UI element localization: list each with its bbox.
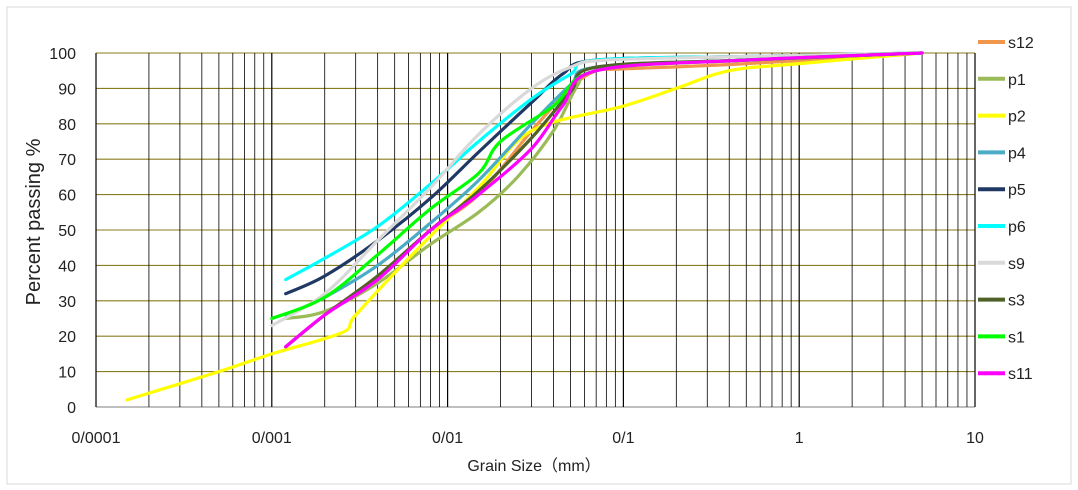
- chart-border: [6, 6, 1072, 485]
- y-tick-label: 50: [58, 223, 76, 240]
- legend-label: p5: [1008, 182, 1026, 199]
- x-tick-labels: 0/0001 0/001 0/01 0/1 1 10: [72, 430, 984, 447]
- legend: s12 p1 p2 p4 p5 p6 s9 s3 s1 s11: [978, 35, 1034, 383]
- legend-label: s1: [1008, 329, 1025, 346]
- series-layer: [125, 51, 924, 402]
- series-line-s1: [270, 51, 924, 321]
- x-tick-label: 0/001: [252, 430, 292, 447]
- legend-label: p6: [1008, 219, 1026, 236]
- legend-label: p1: [1008, 72, 1026, 89]
- x-tick-label: 0/0001: [72, 430, 121, 447]
- x-tick-label: 0/01: [432, 430, 463, 447]
- series-line-p6: [284, 51, 924, 282]
- legend-label: s11: [1008, 366, 1033, 383]
- y-tick-label: 20: [58, 329, 76, 346]
- x-axis-title: Grain Size（mm）: [467, 457, 600, 475]
- series-line-s11: [284, 51, 924, 349]
- series-line-p2: [125, 51, 924, 402]
- y-tick-label: 70: [58, 152, 76, 169]
- legend-label: p2: [1008, 109, 1026, 126]
- legend-label: s12: [1008, 35, 1034, 52]
- y-tick-label: 10: [58, 365, 76, 382]
- series-line-s3: [284, 51, 924, 349]
- y-tick-labels: 0 10 20 30 40 50 60 70 80 90 100: [49, 46, 76, 417]
- series-line-s9: [270, 51, 924, 328]
- series-line-p5: [284, 51, 924, 296]
- legend-label: s9: [1008, 256, 1025, 273]
- y-tick-label: 0: [67, 400, 76, 417]
- y-axis-title: Percent passing %: [23, 138, 45, 305]
- x-tick-label: 10: [966, 430, 984, 447]
- y-tick-label: 30: [58, 294, 76, 311]
- y-tick-label: 60: [58, 188, 76, 205]
- legend-label: s3: [1008, 293, 1025, 310]
- y-tick-label: 90: [58, 81, 76, 98]
- y-tick-label: 40: [58, 258, 76, 275]
- series-line-s12: [284, 51, 924, 349]
- legend-label: p4: [1008, 145, 1026, 162]
- y-tick-label: 100: [49, 46, 76, 63]
- x-tick-label: 1: [795, 430, 804, 447]
- y-tick-label: 80: [58, 117, 76, 134]
- x-tick-label: 0/1: [612, 430, 634, 447]
- grid: [95, 52, 976, 408]
